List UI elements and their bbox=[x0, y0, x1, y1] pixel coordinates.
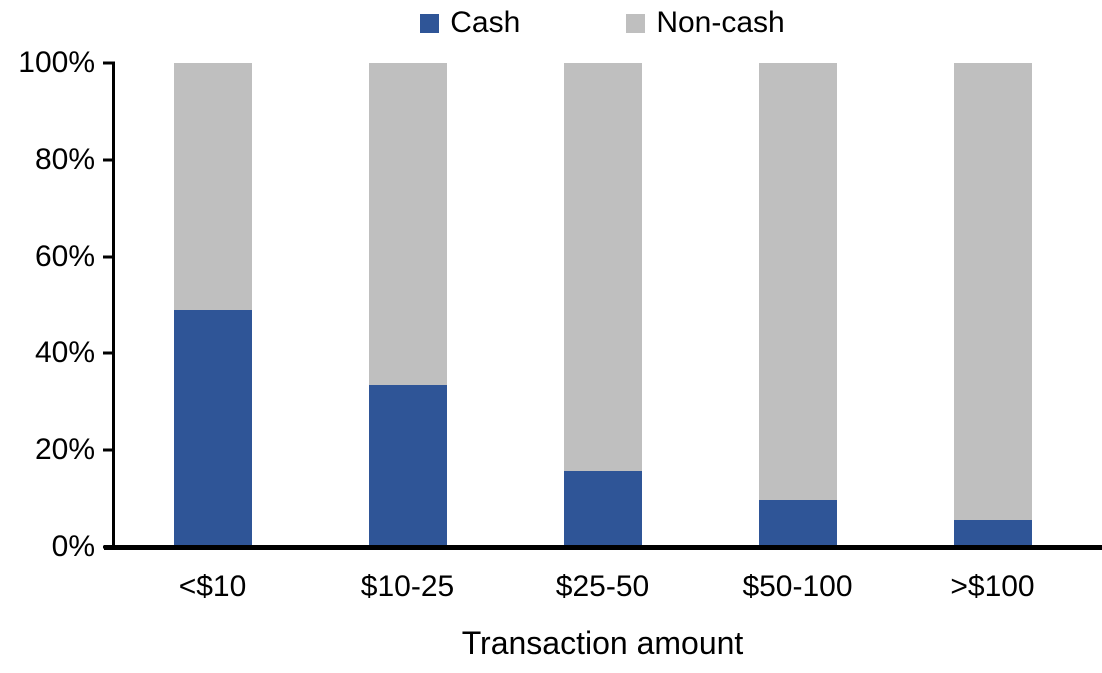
x-axis-title: Transaction amount bbox=[461, 625, 744, 661]
bar-segment-cash-4 bbox=[953, 519, 1032, 547]
bar-segment-cash-0 bbox=[173, 309, 252, 547]
y-tick-label-80: 80% bbox=[34, 142, 95, 176]
y-tick-mark-100 bbox=[103, 61, 115, 65]
y-tick-mark-60 bbox=[103, 255, 115, 259]
y-tick-label-40: 40% bbox=[34, 336, 95, 370]
bar-segment-noncash-3 bbox=[758, 63, 837, 501]
y-tick-mark-40 bbox=[103, 351, 115, 355]
y-tick-label-0: 0% bbox=[51, 530, 95, 563]
legend-label-cash: Cash bbox=[450, 6, 521, 39]
bar-slot-3 bbox=[700, 63, 895, 547]
y-tick-mark-80 bbox=[103, 158, 115, 162]
legend-item-noncash: Non-cash bbox=[626, 6, 785, 39]
noncash-legend-swatch-icon bbox=[626, 13, 646, 33]
bar-slot-1 bbox=[310, 63, 505, 547]
y-axis-line bbox=[112, 63, 115, 547]
bars-container bbox=[115, 63, 1090, 547]
bar-segment-noncash-4 bbox=[953, 63, 1032, 520]
bar-slot-2 bbox=[505, 63, 700, 547]
chart-legend: Cash Non-cash bbox=[115, 8, 1090, 38]
y-tick-mark-20 bbox=[103, 448, 115, 452]
x-tick-label-3: $50-100 bbox=[742, 570, 853, 603]
x-tick-label-1: $10-25 bbox=[360, 570, 455, 603]
bar-segment-noncash-1 bbox=[368, 63, 447, 385]
y-tick-label-60: 60% bbox=[34, 239, 95, 273]
bar-segment-cash-2 bbox=[563, 470, 642, 547]
y-tick-label-20: 20% bbox=[34, 433, 95, 467]
bar-slot-4 bbox=[895, 63, 1090, 547]
x-tick-label-2: $25-50 bbox=[555, 570, 650, 603]
x-tick-label-0: <$10 bbox=[178, 570, 247, 603]
bar-segment-noncash-0 bbox=[173, 63, 252, 310]
bar-segment-cash-3 bbox=[758, 500, 837, 547]
legend-label-noncash: Non-cash bbox=[656, 6, 785, 39]
bar-segment-noncash-2 bbox=[563, 63, 642, 471]
x-tick-label-4: >$100 bbox=[950, 570, 1035, 603]
x-axis-line bbox=[104, 545, 1102, 550]
bar-segment-cash-1 bbox=[368, 384, 447, 547]
x-axis-labels: <$10 $10-25 $25-50 $50-100 >$100 bbox=[115, 572, 1090, 602]
bar-slot-0 bbox=[115, 63, 310, 547]
legend-item-cash: Cash bbox=[420, 8, 520, 38]
cash-legend-swatch-icon bbox=[420, 13, 440, 33]
plot-area: 0% 20% 40% 60% 80% 100% bbox=[18, 48, 1090, 562]
y-tick-label-100: 100% bbox=[18, 46, 95, 79]
